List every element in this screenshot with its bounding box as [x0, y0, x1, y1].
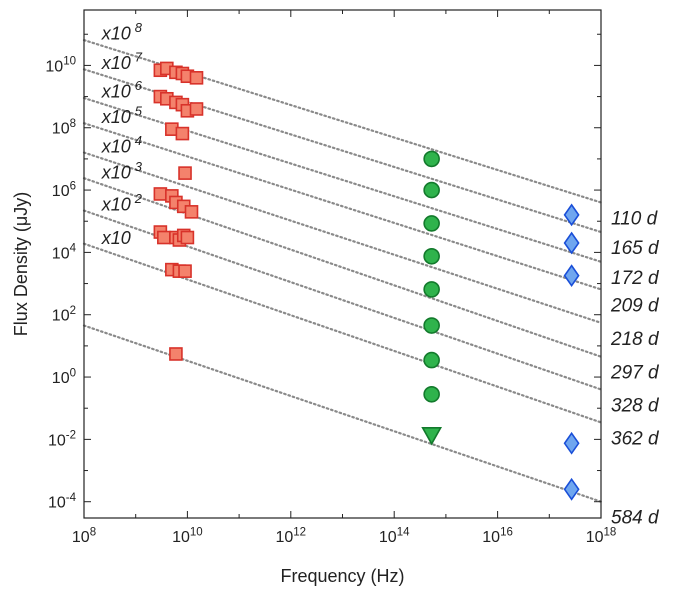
optical-circle-marker: [423, 351, 440, 369]
radio-square-marker: [178, 264, 192, 278]
y-tick-label: 10-2: [48, 430, 76, 450]
optical-circle-marker: [423, 281, 440, 298]
x-tick-label: 1012: [275, 526, 306, 546]
scale-factor-label: x10 2: [101, 191, 143, 215]
x-tick-label: 1016: [482, 526, 513, 546]
radio-square-marker: [184, 205, 199, 219]
scale-factor-label: x10: [101, 228, 131, 248]
optical-circle-marker: [423, 247, 440, 265]
x-tick-label: 108: [72, 526, 96, 546]
scale-factor-label: x10 4: [101, 133, 142, 157]
line-labels-layer: 110 d x10 8 165 d x10 7 172 d x10 6 209 d x10 5 218 …: [101, 20, 660, 529]
axis-ticks-layer: 108 1010 1012 1014 1016 1018 10-4 10-2 100 102 104…: [45, 10, 616, 546]
xray-diamond-marker: [563, 431, 580, 455]
radio-square-marker: [180, 230, 195, 245]
model-line: [82, 177, 603, 358]
model-line: [82, 151, 603, 324]
optical-circle-marker: [423, 317, 440, 334]
model-lines-layer: [82, 38, 603, 503]
epoch-label: 110 d: [611, 208, 659, 229]
y-tick-label: 100: [52, 367, 76, 387]
y-tick-label: 10-4: [48, 492, 77, 512]
epoch-label: 165 d: [611, 238, 660, 259]
x-tick-label: 1010: [172, 526, 203, 546]
x-axis-label: Frequency (Hz): [280, 566, 404, 586]
optical-circle-marker: [423, 215, 440, 232]
xray-diamond-marker: [563, 203, 580, 227]
y-tick-label: 102: [52, 305, 76, 325]
radio-square-marker: [189, 71, 204, 85]
scale-factor-label: x10 8: [101, 20, 143, 44]
y-tick-label: 104: [52, 243, 77, 263]
radio-square-marker: [175, 126, 190, 141]
epoch-label: 362 d: [611, 428, 660, 449]
scale-factor-label: x10 3: [101, 159, 143, 183]
data-points-layer: [153, 61, 580, 501]
xray-diamond-marker: [563, 264, 580, 287]
radio-square-marker: [178, 166, 192, 180]
scale-factor-label: x10 7: [101, 49, 143, 73]
model-line: [82, 122, 603, 291]
y-tick-label: 108: [52, 118, 76, 138]
optical-circle-marker: [423, 181, 440, 199]
epoch-label: 584 d: [611, 508, 660, 529]
radio-square-marker: [157, 230, 171, 245]
y-tick-label: 106: [52, 180, 76, 200]
epoch-label: 328 d: [611, 395, 660, 416]
scale-factor-label: x10 6: [101, 78, 143, 102]
optical-circle-marker: [423, 150, 440, 168]
y-axis-label: Flux Density (μJy): [11, 192, 31, 336]
radio-square-marker: [189, 102, 204, 116]
radio-square-marker: [169, 347, 183, 361]
optical-upper-limit-marker: [421, 427, 443, 446]
epoch-label: 172 d: [611, 268, 660, 289]
model-line: [82, 324, 603, 503]
scale-factor-label: x10 5: [101, 103, 143, 127]
radio-square-marker: [153, 187, 168, 201]
x-tick-label: 1014: [379, 526, 410, 546]
optical-circle-marker: [423, 385, 440, 403]
y-tick-label: 1010: [45, 56, 76, 76]
epoch-label: 297 d: [610, 363, 660, 384]
model-line: [82, 242, 603, 424]
epoch-label: 218 d: [610, 329, 660, 350]
x-tick-label: 1018: [586, 526, 617, 546]
epoch-label: 209 d: [610, 295, 660, 316]
xray-diamond-marker: [563, 477, 580, 501]
xray-diamond-marker: [563, 231, 580, 255]
